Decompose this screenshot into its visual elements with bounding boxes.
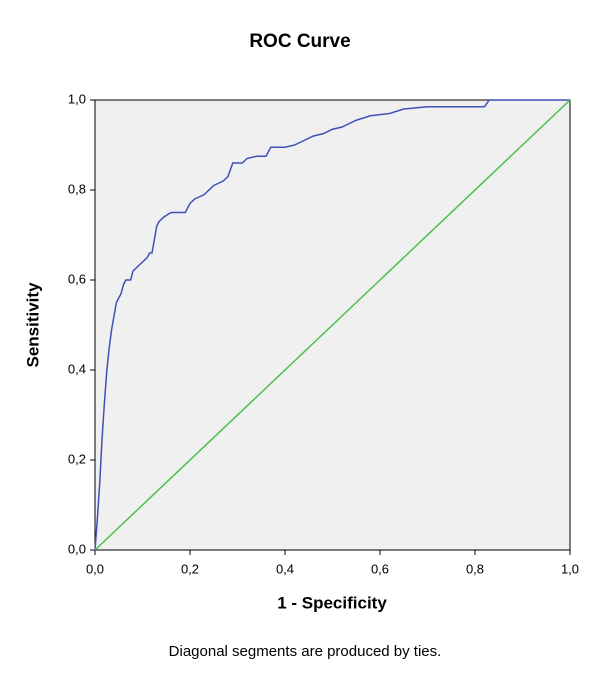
chart-title: ROC Curve xyxy=(249,31,350,52)
y-tick-label: 0,4 xyxy=(68,361,86,376)
y-tick-label: 0,2 xyxy=(68,451,86,466)
y-tick-label: 1,0 xyxy=(68,91,86,106)
footnote: Diagonal segments are produced by ties. xyxy=(169,643,442,660)
x-tick-label: 0,0 xyxy=(86,561,104,576)
y-tick-label: 0,8 xyxy=(68,181,86,196)
y-axis-label: Sensitivity xyxy=(23,282,42,368)
curve xyxy=(94,99,571,551)
x-tick-label: 1,0 xyxy=(561,561,579,576)
y-tick-label: 0,0 xyxy=(68,541,86,556)
x-tick-label: 0,8 xyxy=(466,561,484,576)
x-tick-label: 0,4 xyxy=(276,561,294,576)
y-tick-label: 0,6 xyxy=(68,271,86,286)
x-tick-label: 0,2 xyxy=(181,561,199,576)
x-axis-label: 1 - Specificity xyxy=(277,593,387,612)
x-tick-label: 0,6 xyxy=(371,561,389,576)
curve xyxy=(94,99,570,551)
